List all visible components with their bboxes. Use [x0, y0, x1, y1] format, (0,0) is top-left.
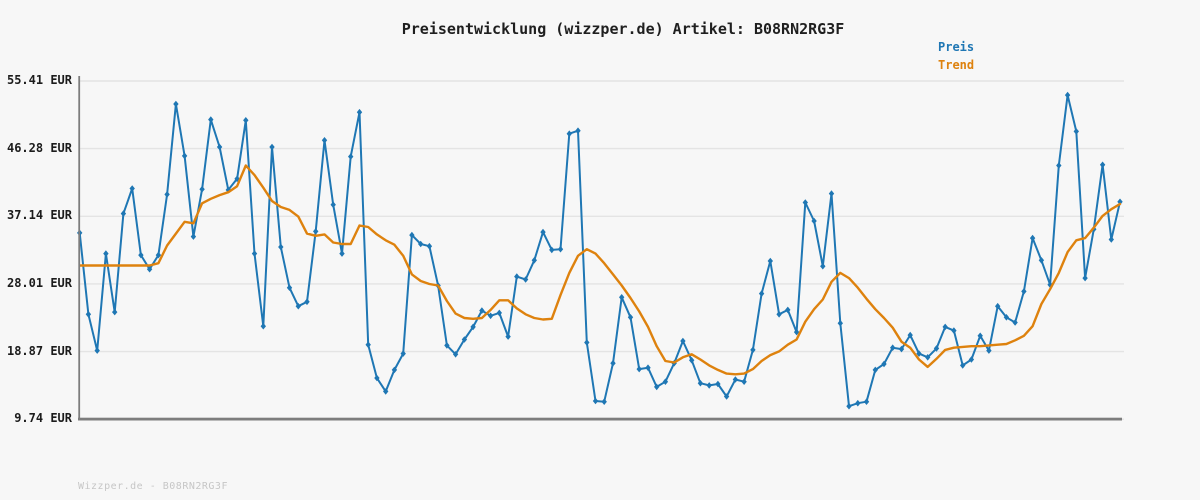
y-axis-tick-label: 9.74 EUR: [14, 411, 72, 426]
legend-item-preis: Preis: [938, 40, 975, 54]
y-axis-tick-label: 28.01 EUR: [6, 275, 72, 290]
y-axis-tick-label: 46.28 EUR: [6, 140, 72, 155]
watermark-footer: Wizzper.de - B08RN2RG3F: [78, 481, 228, 492]
chart-title: Preisentwicklung (wizzper.de) Artikel: B…: [401, 20, 845, 38]
y-axis-tick-label: 37.14 EUR: [6, 208, 72, 223]
legend: Preis Trend: [938, 38, 974, 74]
legend-item-trend: Trend: [938, 58, 975, 72]
y-axis-tick-label: 55.41 EUR: [6, 73, 72, 87]
y-axis-tick-label: 18.87 EUR: [6, 343, 72, 358]
